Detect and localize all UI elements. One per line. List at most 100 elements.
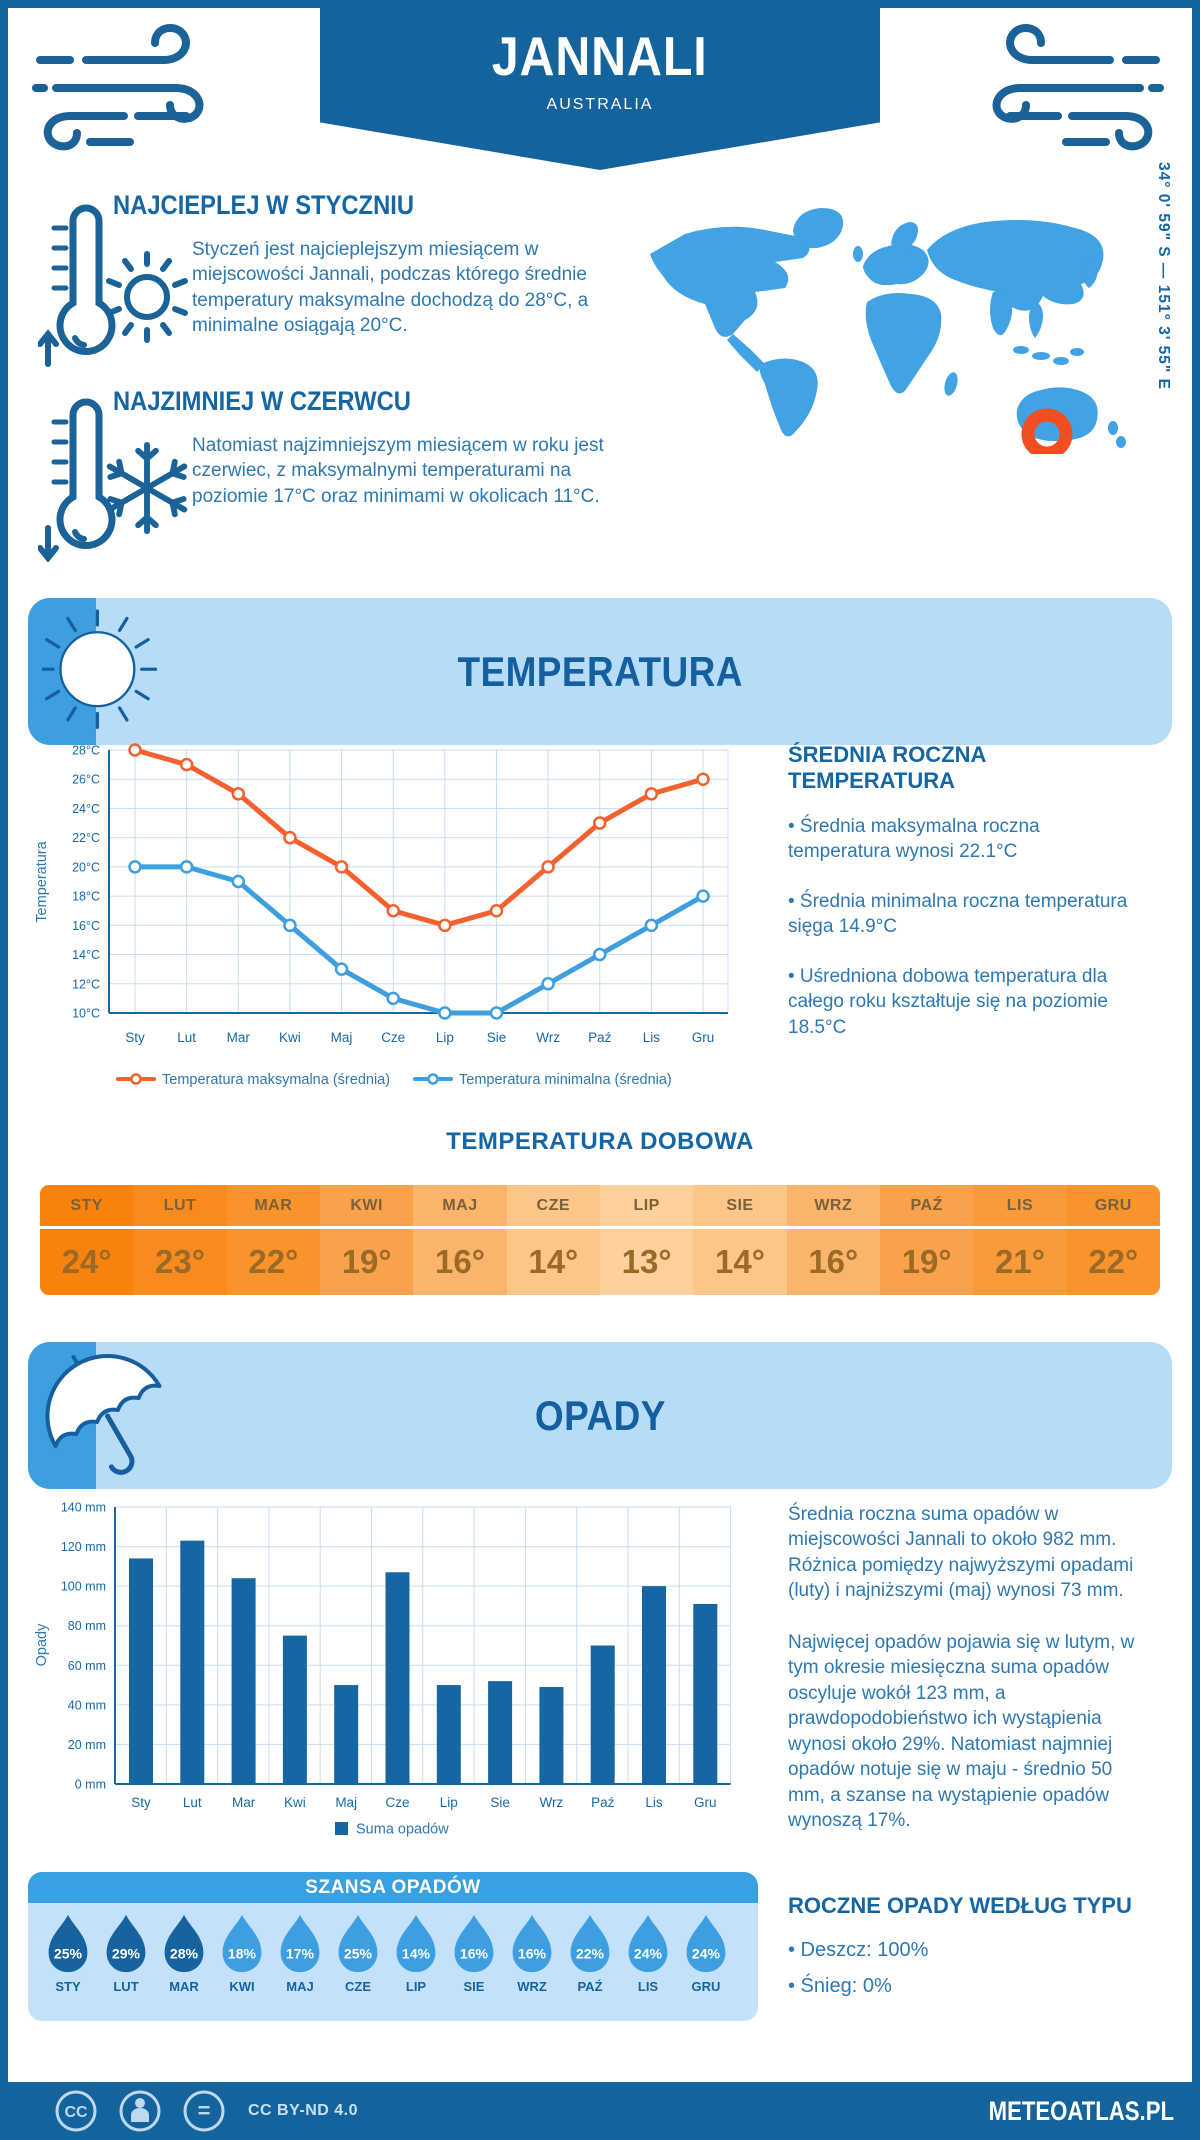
x-tick: Sie <box>487 1030 507 1045</box>
table-temperature-value: 21° <box>994 1243 1045 1280</box>
x-tick: Lis <box>645 1795 663 1810</box>
x-tick: Kwi <box>279 1030 301 1045</box>
table-column-MAR: MAR 22° <box>226 1185 320 1295</box>
highlight-warmest-text: Styczeń jest najcieplejszym miesiącem w … <box>192 239 589 337</box>
rain-chance-value: 28% <box>170 1946 199 1962</box>
creative-commons-icons: CC = <box>55 2090 225 2132</box>
rain-chance-MAJ: 17% MAJ <box>271 1912 329 1994</box>
y-tick: 16°C <box>72 919 100 933</box>
y-tick: 0 mm <box>75 1778 106 1792</box>
rain-chance-CZE: 25% CZE <box>329 1912 387 1994</box>
data-point <box>438 918 452 933</box>
rain-chance-value: 22% <box>576 1946 605 1962</box>
x-tick: Maj <box>331 1030 353 1045</box>
data-point <box>593 816 607 830</box>
table-temperature-value: 19° <box>341 1243 392 1280</box>
rain-chance-GRU: 24% GRU <box>677 1912 735 1994</box>
rain-chance-PAŹ: 22% PAŹ <box>561 1912 619 1994</box>
y-tick: 20 mm <box>68 1738 106 1752</box>
table-column-PAŹ: PAŹ 19° <box>879 1185 974 1295</box>
annual-temperature-block: ŚREDNIA ROCZNA TEMPERATURA • Średnia mak… <box>788 742 1142 1040</box>
y-tick: 40 mm <box>68 1698 106 1712</box>
rain-chance-MAR: 28% MAR <box>155 1912 213 1994</box>
y-tick: 14°C <box>72 948 100 962</box>
precipitation-bar-chart: 0 mm 20 mm 40 mm 60 mm 80 mm 100 mm 120 mm 140 … <box>34 1501 732 1838</box>
temperature-banner-title: TEMPERATURA <box>457 647 743 695</box>
rain-chance-value: 16% <box>460 1946 489 1962</box>
y-axis-label: Temperatura <box>34 840 50 922</box>
data-point <box>541 977 555 991</box>
data-point <box>644 787 659 801</box>
rain-chance-value: 16% <box>518 1946 547 1962</box>
legend-label: Suma opadów <box>356 1822 449 1838</box>
raindrop-icon: 14% <box>396 1914 436 1973</box>
table-temperature-value: 22° <box>248 1243 299 1280</box>
rain-chance-month: KWI <box>229 1979 255 1994</box>
annual-temp-bullet: • Uśredniona dobowa temperatura dla całe… <box>788 965 1109 1038</box>
precipitation-text-block: Średnia roczna suma opadów w miejscowośc… <box>788 1502 1152 1833</box>
x-tick: Mar <box>232 1795 256 1810</box>
raindrop-icon: 16% <box>512 1914 552 1973</box>
x-tick: Cze <box>381 1030 405 1045</box>
table-column-STY: STY 24° <box>40 1185 134 1295</box>
x-tick: Sie <box>490 1795 510 1810</box>
x-tick: Wrz <box>536 1030 560 1045</box>
data-point <box>489 903 504 918</box>
bar-Lut <box>180 1540 205 1784</box>
precipitation-type-item: • Deszcz: 100% <box>788 1939 929 1961</box>
raindrop-icon: 28% <box>164 1914 204 1973</box>
y-tick: 24°C <box>72 802 100 816</box>
x-tick: Cze <box>385 1795 409 1810</box>
raindrop-icon: 22% <box>570 1914 610 1973</box>
table-month-label: WRZ <box>786 1185 880 1229</box>
precipitation-paragraph: Średnia roczna suma opadów w miejscowośc… <box>788 1504 1134 1602</box>
data-point <box>696 772 710 786</box>
annual-temp-bullet: • Średnia maksymalna roczna temperatura … <box>788 816 1040 863</box>
series-line <box>132 747 706 928</box>
precipitation-banner-title: OPADY <box>534 1391 666 1439</box>
table-temperature-value: 22° <box>1088 1243 1139 1280</box>
rain-chance-month: GRU <box>691 1979 721 1994</box>
precipitation-chance-box: SZANSA OPADÓW 25% STY 29% LUT 28% MAR 18% KWI 17… <box>28 1872 758 2021</box>
table-temperature-value: 23° <box>155 1243 205 1280</box>
raindrop-icon: 24% <box>686 1914 726 1973</box>
highlight-coldest-text: Natomiast najzimniejszym miesiącem w rok… <box>192 435 604 507</box>
data-point <box>489 1006 504 1020</box>
x-tick: Gru <box>692 1030 715 1045</box>
precipitation-paragraph: Najwięcej opadów pojawia się w lutym, w … <box>788 1631 1135 1831</box>
rain-chance-month: CZE <box>345 1979 371 1994</box>
table-column-LIS: LIS 21° <box>973 1185 1067 1295</box>
raindrop-icon: 24% <box>628 1914 668 1973</box>
annual-temperature-title: ŚREDNIA ROCZNA TEMPERATURA <box>788 742 986 793</box>
raindrop-icon: 29% <box>106 1914 146 1973</box>
rain-chance-LIS: 24% LIS <box>619 1912 677 1994</box>
x-tick: Lut <box>177 1030 196 1045</box>
header-banner: JANNALI AUSTRALIA <box>320 0 880 170</box>
data-point <box>696 889 710 903</box>
rain-chance-value: 18% <box>228 1946 257 1962</box>
rain-chance-KWI: 18% KWI <box>213 1912 271 1994</box>
table-month-label: GRU <box>1066 1185 1160 1229</box>
license-label: CC BY-ND 4.0 <box>248 2102 359 2119</box>
temperature-line-chart: 10°C 12°C 14°C 16°C 18°C 20°C 22°C 24°C 26°C 28°C… <box>34 743 729 1088</box>
data-point <box>438 1006 452 1020</box>
legend-label: Temperatura maksymalna (średnia) <box>162 1072 390 1088</box>
data-point <box>334 962 349 976</box>
y-tick: 28°C <box>72 744 100 758</box>
rain-chance-month: MAJ <box>286 1979 314 1994</box>
x-tick: Maj <box>335 1795 357 1810</box>
rain-chance-month: LIP <box>405 1979 427 1994</box>
rain-chance-SIE: 16% SIE <box>445 1912 503 1994</box>
rain-chance-value: 17% <box>286 1946 315 1962</box>
data-point <box>386 903 400 918</box>
data-point <box>179 757 194 772</box>
annual-temp-bullet: • Średnia minimalna roczna temperatura s… <box>788 890 1128 938</box>
bar-Mar <box>231 1578 256 1784</box>
x-tick: Mar <box>227 1030 251 1045</box>
table-temperature-value: 16° <box>808 1243 859 1280</box>
table-month-label: MAR <box>226 1185 320 1229</box>
bar-Cze <box>385 1572 410 1784</box>
y-tick: 10°C <box>72 1007 100 1021</box>
sun-icon <box>106 251 188 343</box>
data-point <box>541 860 555 874</box>
